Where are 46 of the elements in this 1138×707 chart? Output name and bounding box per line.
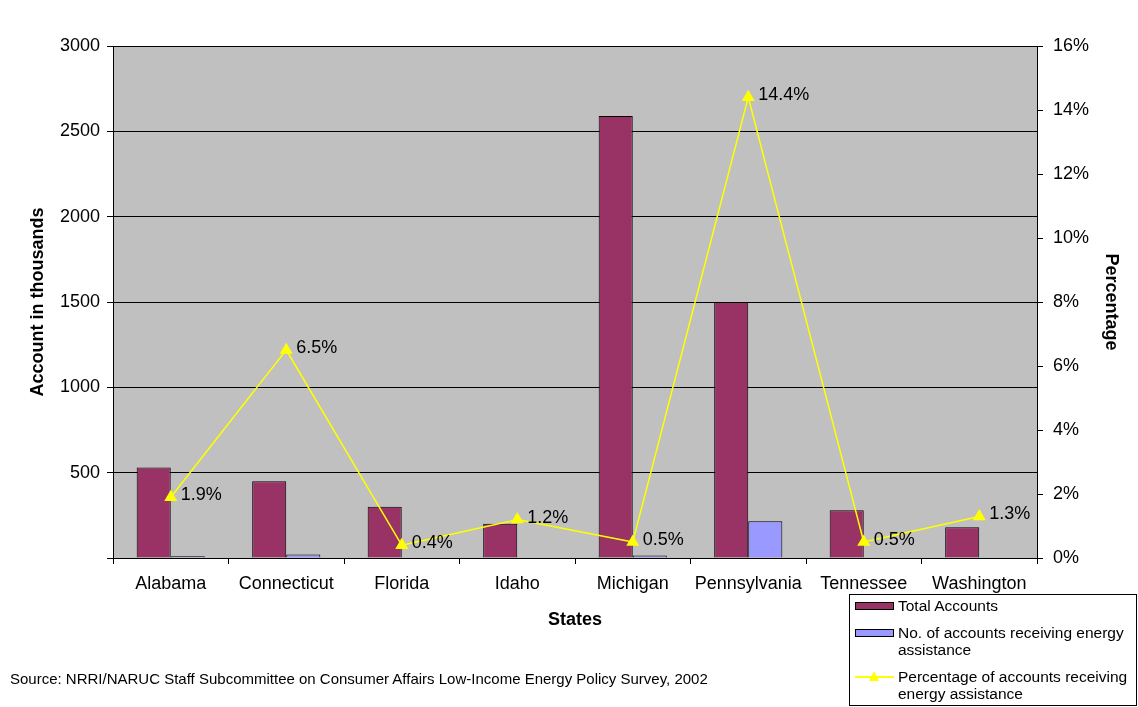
y2-tick-label: 12% (1053, 162, 1090, 183)
y-tick-label: 3000 (59, 34, 100, 55)
y-tick-label: 2000 (59, 205, 100, 226)
point (164, 490, 177, 501)
x-tick-label: Tennessee (820, 572, 908, 593)
y2-tick-label: 8% (1053, 290, 1080, 311)
point (511, 512, 524, 524)
x-tick-label: Connecticut (238, 572, 334, 593)
x-tick-label: Florida (374, 572, 431, 593)
point (857, 535, 870, 546)
y2-tick-label: 0% (1053, 546, 1080, 567)
y-tick-label: 1500 (59, 290, 100, 311)
y-axis-title: Account in thousands (26, 207, 47, 397)
x-tick-label: Washington (932, 572, 1027, 593)
y-tick-label: 500 (69, 461, 100, 482)
y2-tick-label: 6% (1053, 354, 1080, 375)
source-note: Source: NRRI/NARUC Staff Subcommittee on Consumer Affairs Low-Income Energy Policy Survey, 2002 (10, 670, 708, 688)
legend-label: Percentage of accounts receiving energy assistance (898, 668, 1129, 702)
x-tick-label: Idaho (494, 572, 540, 593)
y2-tick-label: 4% (1053, 418, 1080, 439)
point (973, 509, 986, 521)
data-label: 1.2% (527, 506, 569, 527)
data-label: 14.4% (758, 84, 810, 105)
data-label: 0.5% (873, 528, 915, 549)
y2-tick-label: 10% (1053, 226, 1090, 247)
y-tick-label: 1000 (59, 376, 100, 397)
data-label: 0.5% (642, 528, 684, 549)
data-label: 6.5% (296, 336, 338, 357)
legend-label: No. of accounts receiving energy assistance (898, 624, 1125, 658)
y2-axis-title: Percentage (1102, 253, 1123, 351)
y2-tick-label: 2% (1053, 482, 1080, 503)
y-tick-label: 2500 (59, 120, 100, 141)
y2-tick-label: 14% (1053, 98, 1090, 119)
data-label: 1.3% (989, 503, 1031, 524)
y2-tick-label: 16% (1053, 34, 1090, 55)
x-axis-title: States (547, 609, 603, 630)
point (742, 90, 755, 101)
data-label: 1.9% (180, 484, 222, 505)
x-tick-label: Alabama (135, 572, 208, 593)
point (395, 538, 408, 549)
x-tick-label: Pennsylvania (694, 572, 803, 593)
x-tick-label: Michigan (596, 572, 669, 593)
point (280, 343, 293, 354)
legend-label: Total Accounts (898, 597, 999, 614)
point (626, 535, 639, 546)
data-label: 0.4% (411, 532, 453, 553)
